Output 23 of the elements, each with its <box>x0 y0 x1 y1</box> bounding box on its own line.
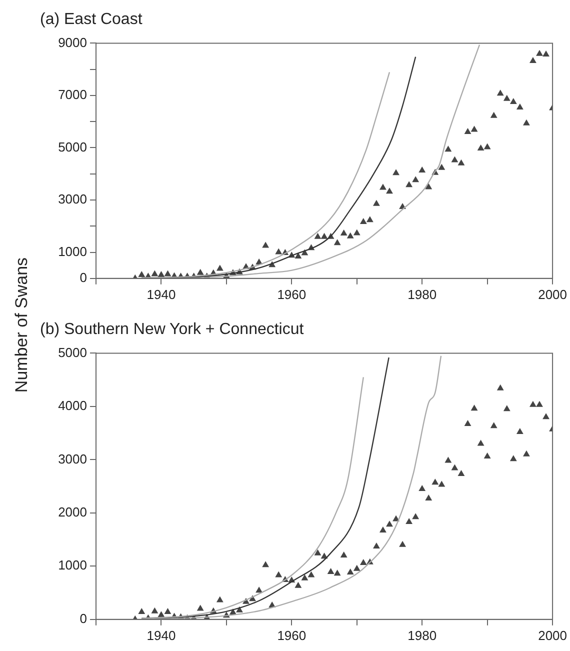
chart-title: (b) Southern New York + Connecticut <box>40 321 304 338</box>
y-tick-label: 3000 <box>58 192 87 207</box>
x-tick-label: 1980 <box>408 628 437 643</box>
chart-title: (a) East Coast <box>40 11 143 28</box>
y-tick-label: 5000 <box>58 139 87 154</box>
y-tick-label: 7000 <box>58 87 87 102</box>
x-tick-label: 1940 <box>146 286 176 302</box>
x-tick-label: 1940 <box>146 628 176 643</box>
y-tick-label: 1000 <box>58 244 87 259</box>
y-axis-title: Number of Swans <box>12 257 32 393</box>
y-tick-label: 4000 <box>58 398 87 414</box>
y-tick-label: 5000 <box>58 344 87 360</box>
x-tick-label: 1960 <box>277 628 306 643</box>
x-tick-label: 2000 <box>538 628 567 643</box>
y-tick-label: 3000 <box>58 451 87 466</box>
y-tick-label: 0 <box>80 270 87 285</box>
x-tick-label: 2000 <box>538 286 567 302</box>
y-tick-label: 2000 <box>58 504 87 520</box>
x-tick-label: 1980 <box>408 286 437 302</box>
y-tick-label: 1000 <box>58 558 87 573</box>
x-tick-label: 1960 <box>277 286 306 302</box>
y-tick-label: 9000 <box>58 34 87 50</box>
y-tick-label: 0 <box>80 610 87 626</box>
